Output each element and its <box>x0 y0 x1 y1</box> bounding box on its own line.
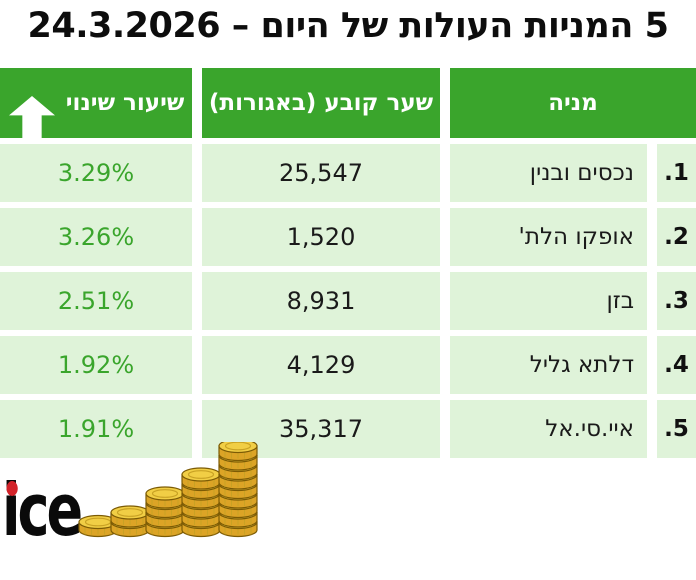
change-cell: 2.51% <box>0 272 192 330</box>
stock-name-cell: דלתא גליל <box>450 336 647 394</box>
price-cell: 25,547 <box>202 144 440 202</box>
stock-name-cell: איי.סי.אל <box>450 400 647 458</box>
stocks-table: שיעור שינוי שער קובע (באגורות) מניה 3.29… <box>0 68 696 458</box>
rank-cell: 1. <box>657 144 696 202</box>
stock-name-cell: נכסים ובנין <box>450 144 647 202</box>
stock-name-cell: אופקו הלת' <box>450 208 647 266</box>
price-cell: 1,520 <box>202 208 440 266</box>
coin-stacks-illustration <box>78 442 258 538</box>
header-price-label: שער קובע (באגורות) <box>208 90 434 116</box>
rank-cell: 3. <box>657 272 696 330</box>
change-cell: 3.29% <box>0 144 192 202</box>
rank-cell: 4. <box>657 336 696 394</box>
rank-cell: 5. <box>657 400 696 458</box>
arrow-up-icon <box>9 96 55 138</box>
price-cell: 4,129 <box>202 336 440 394</box>
logo-red-dot <box>6 481 18 496</box>
header-stock: מניה <box>450 68 696 138</box>
stock-name-cell: בזן <box>450 272 647 330</box>
change-cell: 1.92% <box>0 336 192 394</box>
rank-cell: 2. <box>657 208 696 266</box>
header-stock-label: מניה <box>548 90 598 116</box>
change-cell: 3.26% <box>0 208 192 266</box>
header-change-label: שיעור שינוי <box>65 90 185 116</box>
header-change-rate: שיעור שינוי <box>0 68 192 138</box>
change-cell: 1.91% <box>0 400 192 458</box>
price-cell: 8,931 <box>202 272 440 330</box>
header-closing-price: שער קובע (באגורות) <box>202 68 440 138</box>
page-title: 5 המניות העולות של היום – 24.3.2026 <box>27 6 669 46</box>
